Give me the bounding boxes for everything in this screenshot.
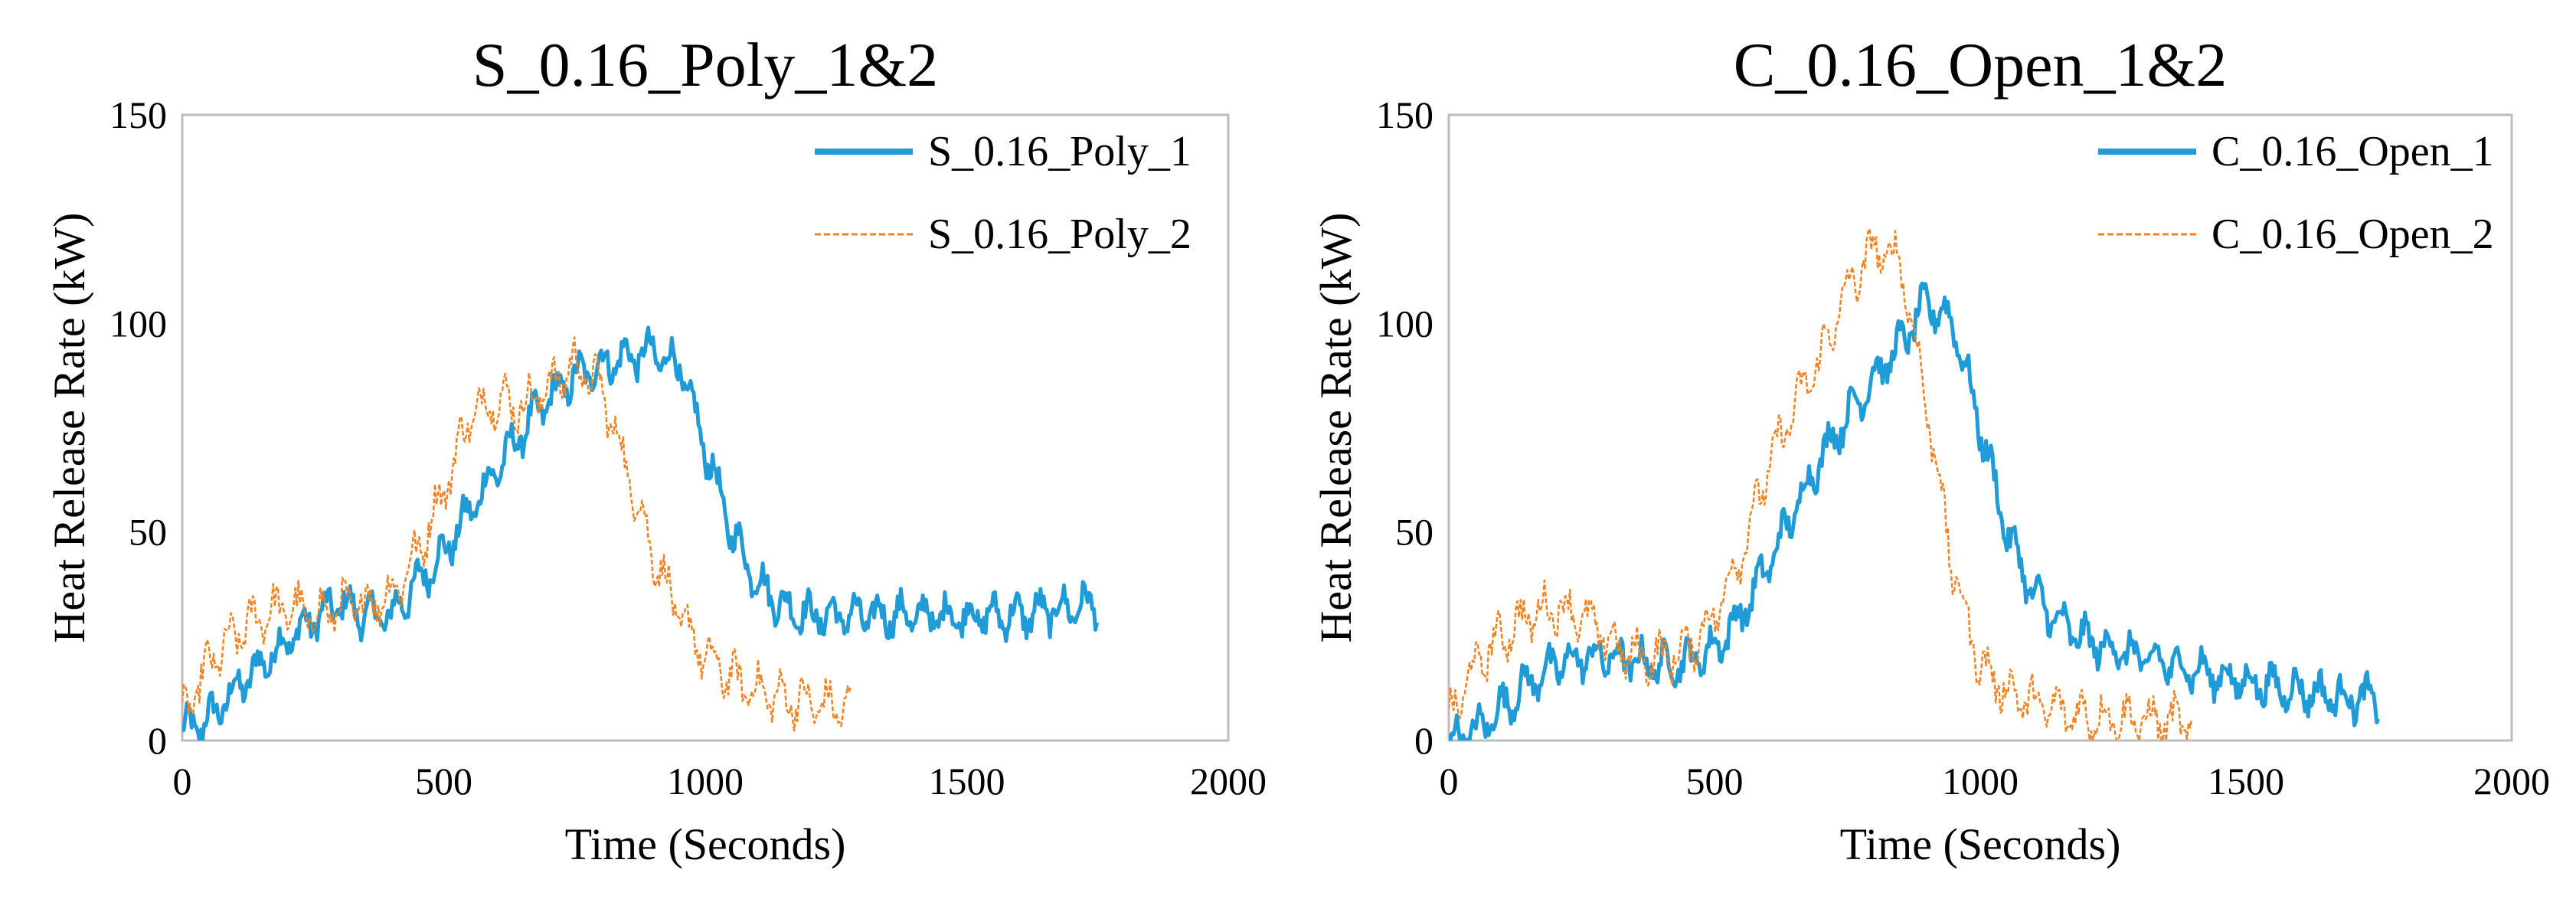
series-line-s-0-16-poly-2	[182, 336, 852, 732]
y-tick-label: 0	[1414, 719, 1433, 762]
y-axis-label: Heat Release Rate (kW)	[1311, 213, 1361, 643]
legend-label: S_0.16_Poly_2	[928, 211, 1192, 258]
series-line-c-0-16-open-2	[1449, 227, 2193, 740]
chart-title: C_0.16_Open_1&2	[1734, 30, 2228, 100]
y-tick-label: 100	[1376, 302, 1433, 345]
x-tick-label: 0	[173, 760, 192, 803]
x-axis-label: Time (Seconds)	[1840, 819, 2121, 869]
x-tick-label: 0	[1440, 760, 1459, 803]
y-tick-label: 150	[1376, 93, 1433, 136]
series-line-c-0-16-open-1	[1449, 281, 2381, 740]
y-tick-label: 150	[110, 93, 167, 136]
x-tick-label: 1500	[2208, 760, 2284, 803]
legend-label: C_0.16_Open_2	[2212, 211, 2494, 258]
chart-title: S_0.16_Poly_1&2	[472, 30, 938, 100]
x-tick-label: 2000	[2473, 760, 2550, 803]
y-tick-label: 100	[110, 302, 167, 345]
plot-area-border	[181, 113, 1230, 742]
x-tick-label: 1500	[929, 760, 1005, 803]
legend-label: S_0.16_Poly_1	[928, 128, 1192, 175]
x-tick-label: 1000	[1942, 760, 2019, 803]
x-tick-label: 500	[1686, 760, 1744, 803]
plot-area-border	[1447, 113, 2513, 742]
x-tick-label: 2000	[1190, 760, 1267, 803]
series-line-s-0-16-poly-1	[182, 325, 1100, 740]
y-axis-label: Heat Release Rate (kW)	[44, 213, 94, 643]
x-tick-label: 1000	[667, 760, 744, 803]
y-tick-label: 50	[1395, 511, 1433, 554]
y-tick-label: 0	[148, 719, 167, 762]
legend-label: C_0.16_Open_1	[2212, 128, 2494, 175]
y-tick-label: 50	[129, 511, 167, 554]
x-axis-label: Time (Seconds)	[565, 819, 846, 869]
x-tick-label: 500	[415, 760, 472, 803]
